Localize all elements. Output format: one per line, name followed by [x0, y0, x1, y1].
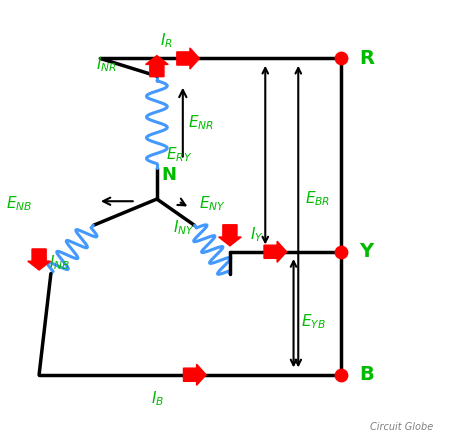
Text: Circuit Globe: Circuit Globe [370, 423, 434, 432]
Point [337, 55, 345, 62]
Point [337, 371, 345, 378]
Text: $E_{NR}$: $E_{NR}$ [188, 113, 213, 132]
FancyArrow shape [264, 241, 287, 262]
FancyArrow shape [219, 225, 241, 246]
FancyArrow shape [28, 249, 50, 270]
Text: $E_{NB}$: $E_{NB}$ [6, 194, 32, 213]
Text: B: B [359, 365, 374, 384]
Text: $I_B$: $I_B$ [151, 389, 164, 408]
Text: $I_{NY}$: $I_{NY}$ [173, 218, 195, 237]
Point [337, 248, 345, 255]
Text: R: R [359, 49, 374, 68]
FancyArrow shape [146, 56, 168, 76]
Text: $E_{NY}$: $E_{NY}$ [199, 194, 226, 213]
Text: Y: Y [359, 242, 374, 261]
Text: $I_R$: $I_R$ [160, 31, 173, 50]
Text: $E_{RY}$: $E_{RY}$ [166, 146, 192, 164]
Text: $E_{YB}$: $E_{YB}$ [301, 312, 326, 332]
FancyArrow shape [177, 48, 200, 69]
Text: $I_{NR}$: $I_{NR}$ [96, 56, 117, 74]
Text: N: N [162, 166, 177, 184]
Text: $E_{BR}$: $E_{BR}$ [305, 190, 331, 208]
Text: $I_Y$: $I_Y$ [250, 226, 264, 244]
FancyArrow shape [183, 364, 206, 385]
Text: $I_{NB}$: $I_{NB}$ [48, 253, 70, 272]
